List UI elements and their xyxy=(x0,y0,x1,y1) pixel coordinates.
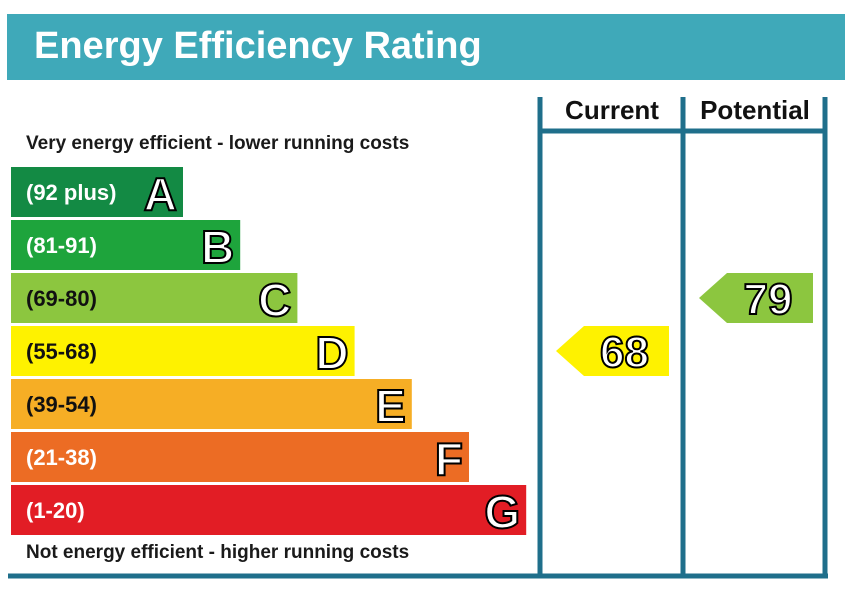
band-b-letter: B xyxy=(201,221,234,273)
band-f-range: (21-38) xyxy=(26,445,97,470)
band-a-range: (92 plus) xyxy=(26,180,116,205)
title-bar: Energy Efficiency Rating xyxy=(7,14,845,80)
band-d-bar xyxy=(11,326,355,376)
current-column-header: Current xyxy=(565,95,659,125)
band-c-bar xyxy=(11,273,298,323)
band-f-letter: F xyxy=(435,433,463,485)
band-d-letter: D xyxy=(315,327,348,379)
band-f-bar xyxy=(11,432,469,482)
band-d-range: (55-68) xyxy=(26,339,97,364)
band-e-bar xyxy=(11,379,412,429)
potential-rating-arrow xyxy=(699,273,813,323)
caption-top: Very energy efficient - lower running co… xyxy=(26,133,410,154)
band-c-letter: C xyxy=(258,274,291,326)
band-g-bar xyxy=(11,485,527,535)
caption-bottom: Not energy efficient - higher running co… xyxy=(26,542,410,563)
band-g-range: (1-20) xyxy=(26,498,85,523)
band-e-letter: E xyxy=(375,380,406,432)
band-a-bar xyxy=(11,167,183,217)
potential-column-header: Potential xyxy=(700,95,810,125)
band-e-range: (39-54) xyxy=(26,392,97,417)
band-b-range: (81-91) xyxy=(26,233,97,258)
band-g-letter: G xyxy=(484,486,520,538)
current-rating-value: 68 xyxy=(600,328,649,377)
current-rating-arrow xyxy=(556,326,669,376)
band-b-bar xyxy=(11,220,241,270)
page-title: Energy Efficiency Rating xyxy=(34,25,482,67)
band-a-letter: A xyxy=(144,168,177,220)
potential-rating-value: 79 xyxy=(744,275,793,324)
band-c-range: (69-80) xyxy=(26,286,97,311)
